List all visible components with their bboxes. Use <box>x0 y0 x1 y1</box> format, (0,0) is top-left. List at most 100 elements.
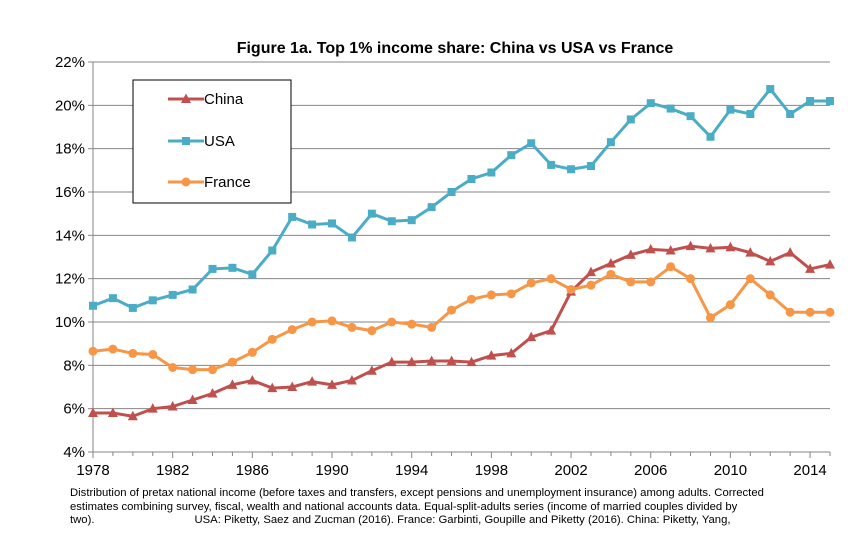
y-tick-label: 20% <box>55 97 85 114</box>
france-point <box>566 285 576 294</box>
france-point <box>367 326 377 336</box>
legend-label: France <box>204 174 251 191</box>
usa-point <box>328 219 337 228</box>
legend-entry-france: France <box>168 174 251 191</box>
china-point <box>386 356 397 367</box>
usa-point <box>188 285 197 294</box>
usa-point <box>347 233 356 242</box>
china-point <box>187 394 198 404</box>
x-tick-label: 1978 <box>76 462 109 479</box>
y-tick-label: 4% <box>63 444 85 461</box>
usa-point <box>148 296 157 305</box>
china-point <box>625 249 636 259</box>
usa-point <box>168 290 177 299</box>
china-point <box>785 247 796 257</box>
usa-point <box>527 139 536 148</box>
china-point <box>506 347 517 358</box>
usa-point <box>487 168 496 177</box>
usa-point <box>208 264 217 273</box>
x-axis: 1978 1982 1986 1990 1994 1998 2002 2006 2010 2014 <box>76 451 831 479</box>
usa-point <box>108 294 117 303</box>
x-tick-label: 2010 <box>714 462 747 479</box>
france-point <box>646 277 656 287</box>
france-point <box>686 274 696 284</box>
france-point <box>188 365 198 375</box>
china-point <box>725 241 736 252</box>
china-point <box>546 325 557 335</box>
china-point <box>227 379 238 389</box>
usa-point <box>447 188 456 196</box>
y-tick-label: 18% <box>55 141 85 158</box>
y-tick-label: 8% <box>63 357 85 374</box>
usa-point <box>586 162 595 170</box>
china-point <box>167 401 178 411</box>
france-point <box>128 348 138 358</box>
series-france <box>88 262 835 375</box>
france-point <box>785 307 795 317</box>
france-point <box>666 262 676 272</box>
x-tick-label: 1994 <box>395 462 428 479</box>
usa-point <box>806 97 815 105</box>
france-point <box>546 274 556 284</box>
y-tick-label: 14% <box>55 227 85 244</box>
chart-title: Figure 1a. Top 1% income share: China vs… <box>237 40 674 57</box>
france-point <box>347 322 357 332</box>
france-point <box>725 300 735 310</box>
china-point <box>406 356 417 367</box>
china-point <box>665 245 676 255</box>
china-point <box>127 410 138 421</box>
usa-point <box>228 263 237 272</box>
legend: China USA France <box>132 79 292 204</box>
x-tick-label: 1986 <box>236 462 269 479</box>
china-point <box>645 243 656 254</box>
france-point <box>287 325 297 335</box>
usa-point <box>567 165 576 174</box>
usa-point <box>507 151 516 160</box>
x-tick-label: 2006 <box>634 462 667 479</box>
x-tick-label: 1990 <box>315 462 348 479</box>
france-point <box>108 344 118 354</box>
usa-point <box>248 270 257 279</box>
x-tick-label: 2002 <box>554 462 587 479</box>
legend-entry-china: China <box>168 91 244 108</box>
china-point <box>745 247 756 257</box>
china-point <box>287 381 298 391</box>
usa-point <box>407 216 416 225</box>
china-point <box>307 376 318 386</box>
y-tick-label: 12% <box>55 271 85 288</box>
china-point <box>605 258 616 268</box>
china-point <box>805 263 816 273</box>
france-point <box>227 357 237 367</box>
china-point <box>526 331 537 342</box>
legend-box <box>132 79 292 204</box>
china-point <box>207 388 218 398</box>
france-point <box>88 346 98 356</box>
china-point <box>705 242 716 253</box>
usa-point <box>268 246 277 255</box>
china-point <box>267 382 278 393</box>
chart-caption: Distribution of pretax national income (… <box>70 487 845 528</box>
china-point <box>181 93 191 103</box>
france-point <box>148 350 158 359</box>
series-line-france <box>92 264 830 372</box>
france-point <box>181 177 191 187</box>
usa-point <box>467 175 476 183</box>
y-tick-label: 10% <box>55 314 85 331</box>
china-point <box>486 350 497 360</box>
usa-point <box>726 105 735 114</box>
usa-point <box>547 160 556 169</box>
usa-point <box>706 132 715 141</box>
usa-point <box>646 99 655 108</box>
usa-point <box>626 115 635 124</box>
china-point <box>765 255 776 266</box>
legend-entry-usa: USA <box>168 133 235 150</box>
usa-point <box>128 303 137 312</box>
china-point <box>107 407 118 417</box>
usa-point <box>182 137 190 145</box>
usa-point <box>367 209 376 218</box>
y-tick-label: 6% <box>63 401 85 418</box>
usa-point <box>89 301 97 310</box>
france-point <box>765 290 775 300</box>
china-point <box>327 379 338 389</box>
y-tick-label: 22% <box>55 54 85 71</box>
